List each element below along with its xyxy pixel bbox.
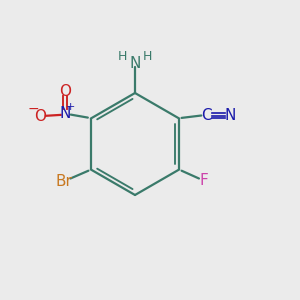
Text: H: H — [118, 50, 127, 63]
Text: N: N — [224, 108, 236, 123]
Text: N: N — [129, 56, 141, 70]
Text: O: O — [59, 84, 71, 99]
Text: H: H — [143, 50, 152, 63]
Text: F: F — [200, 173, 208, 188]
Text: N: N — [60, 106, 71, 122]
Text: O: O — [34, 109, 46, 124]
Text: C: C — [201, 108, 211, 123]
Text: Br: Br — [56, 174, 73, 189]
Text: −: − — [28, 102, 40, 116]
Text: +: + — [66, 102, 75, 112]
